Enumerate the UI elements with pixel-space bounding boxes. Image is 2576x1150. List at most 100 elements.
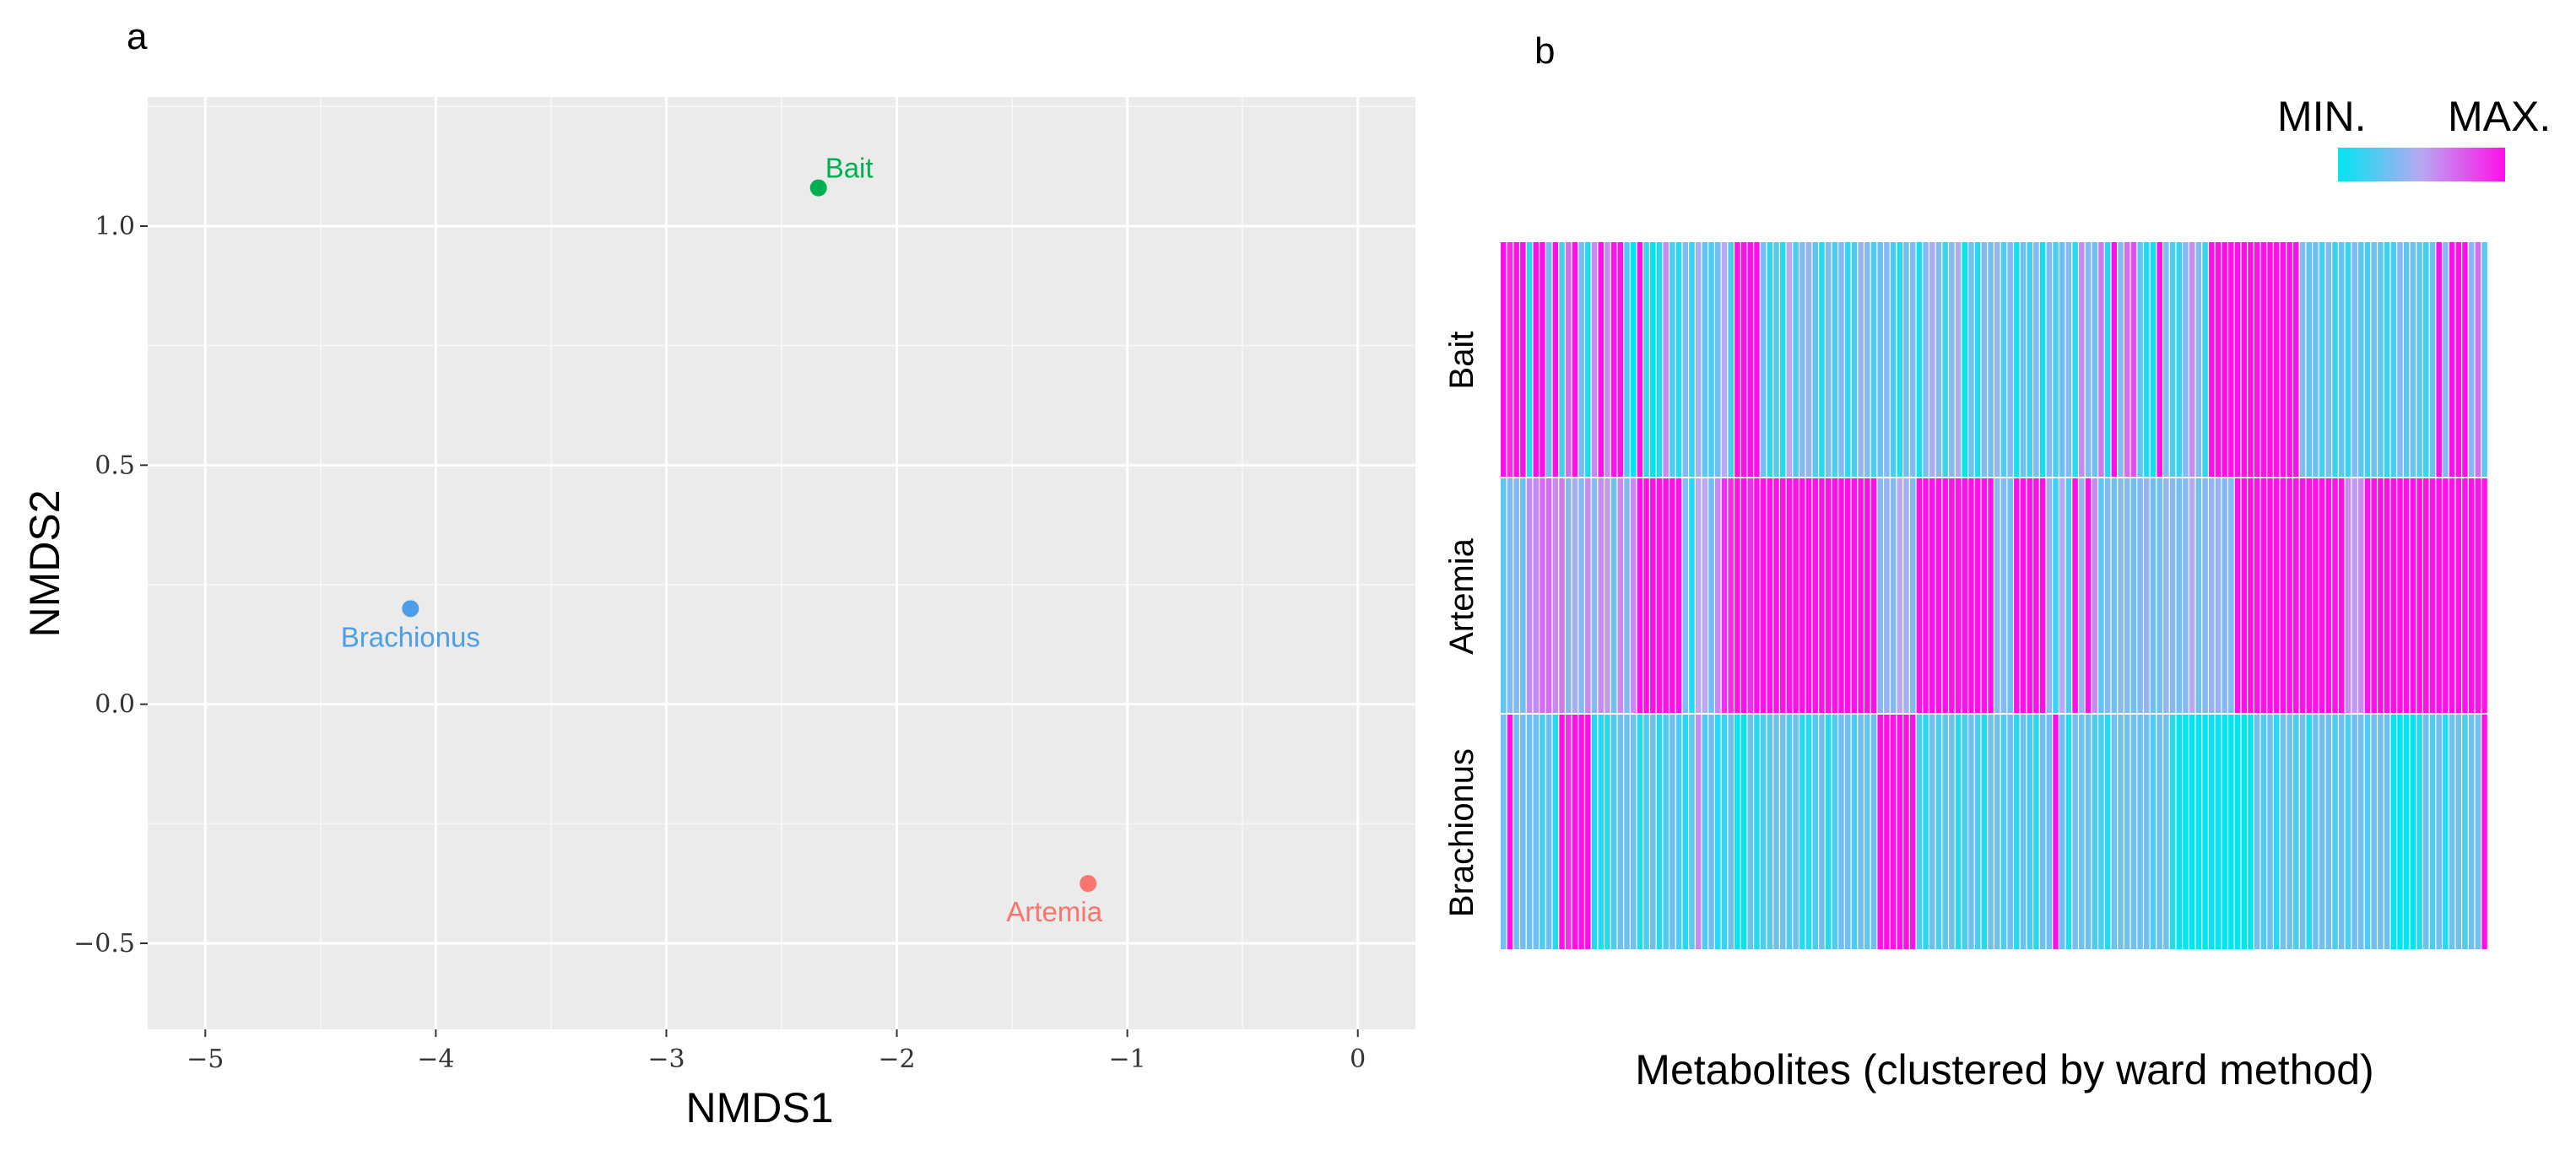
heatmap-cell (2280, 242, 2286, 477)
heatmap-cell (2215, 478, 2222, 713)
heatmap-cell (2475, 242, 2481, 477)
heatmap-cell (2260, 478, 2267, 713)
heatmap-cell (1805, 715, 1812, 949)
heatmap-cell (1689, 715, 1695, 949)
heatmap-cell (1760, 478, 1767, 713)
heatmap-cell (2130, 478, 2137, 713)
heatmap-cell (2319, 478, 2325, 713)
heatmap-cell (2059, 242, 2065, 477)
heatmap-cell (2267, 478, 2273, 713)
heatmap-cell (1663, 478, 1669, 713)
heatmap-cell (2241, 478, 2247, 713)
heatmap-cell (1552, 715, 1559, 949)
heatmap-cell (2410, 715, 2416, 949)
heatmap-cell (1689, 242, 1695, 477)
heatmap-cell (2358, 242, 2364, 477)
heatmap-cell (2351, 715, 2357, 949)
heatmap-cell (2293, 715, 2299, 949)
heatmap-cell (1779, 242, 1786, 477)
x-tick-label: 0 (1350, 1045, 1366, 1074)
heatmap-cell (1675, 715, 1682, 949)
heatmap-cell (2085, 478, 2092, 713)
heatmap-cell (2351, 478, 2357, 713)
heatmap-cell (2403, 478, 2410, 713)
heatmap-cell (1540, 478, 1545, 713)
heatmap-cell (1578, 715, 1584, 949)
heatmap-cell (2436, 242, 2442, 477)
heatmap-cell (2072, 715, 2078, 949)
heatmap-cell (2338, 478, 2345, 713)
heatmap-cell (2176, 478, 2183, 713)
heatmap-cell (1682, 478, 1689, 713)
heatmap-cell (2345, 242, 2351, 477)
heatmap-cell (1501, 715, 1507, 949)
legend-min-label: MIN. (2277, 93, 2367, 140)
heatmap-cell (1942, 715, 1948, 949)
heatmap-cell (2144, 715, 2150, 949)
heatmap-cell (1715, 715, 1721, 949)
heatmap-cell (2429, 715, 2436, 949)
heatmap-cell (1670, 242, 1675, 477)
heatmap-cell (2176, 242, 2183, 477)
heatmap-cell (1974, 478, 1981, 713)
heatmap-cell (2020, 478, 2027, 713)
heatmap-x-title: Metabolites (clustered by ward method) (1635, 1046, 2373, 1093)
y-tick-label: 1.0 (95, 212, 135, 241)
heatmap-cell (2260, 715, 2267, 949)
heatmap-cell (1916, 242, 1923, 477)
heatmap-cell (1890, 242, 1897, 477)
heatmap-cell (1721, 478, 1728, 713)
heatmap-cell (2313, 478, 2319, 713)
heatmap-cell (1909, 478, 1916, 713)
heatmap-cell (2241, 242, 2247, 477)
heatmap-cell (2065, 242, 2072, 477)
heatmap-cell (1988, 478, 1994, 713)
heatmap-cell (2384, 715, 2390, 949)
heatmap-cell (2358, 478, 2364, 713)
heatmap-cell (1624, 715, 1630, 949)
heatmap-cell (1572, 478, 1578, 713)
heatmap-cell (1767, 242, 1773, 477)
heatmap-cell (1825, 715, 1832, 949)
heatmap-cell (1610, 478, 1617, 713)
heatmap-cell (1974, 242, 1981, 477)
heatmap-cell (1799, 478, 1805, 713)
heatmap-cell (2306, 715, 2312, 949)
heatmap-cell (1962, 242, 1968, 477)
heatmap-cell (2313, 715, 2319, 949)
heatmap-cell (1858, 242, 1864, 477)
heatmap-cell (2299, 715, 2306, 949)
scatter-gridlines (148, 97, 1415, 1029)
heatmap-cell (2455, 715, 2462, 949)
heatmap-cell (2443, 478, 2449, 713)
heatmap-cell (1565, 478, 1572, 713)
heatmap-cell (2443, 242, 2449, 477)
heatmap-cell (1526, 242, 1533, 477)
heatmap-cell (2189, 242, 2195, 477)
heatmap-cell (1767, 478, 1773, 713)
heatmap-cell (2423, 242, 2429, 477)
heatmap-cell (1637, 478, 1643, 713)
heatmap-cell (1565, 715, 1572, 949)
heatmap-cell (2124, 478, 2130, 713)
heatmap-cell (1728, 242, 1734, 477)
heatmap-cell (2429, 242, 2436, 477)
heatmap-cell (2130, 715, 2137, 949)
heatmap-cell (2345, 478, 2351, 713)
heatmap-cell (2079, 478, 2085, 713)
heatmap-cell (1844, 242, 1851, 477)
heatmap-cell (2209, 478, 2215, 713)
heatmap-row-labels: Bait Artemia Brachionus (1443, 332, 1480, 918)
heatmap-cell (2390, 242, 2397, 477)
heatmap-cell (1903, 478, 1909, 713)
heatmap-cell (2183, 242, 2189, 477)
heatmap-cell (2299, 242, 2306, 477)
heatmap-cell (2195, 242, 2202, 477)
heatmap-cell (1916, 478, 1923, 713)
heatmap-cell (1903, 715, 1909, 949)
heatmap-cell (2325, 242, 2332, 477)
heatmap-cell (2364, 715, 2371, 949)
heatmap-cell (1799, 242, 1805, 477)
heatmap-cell (2397, 715, 2403, 949)
heatmap-cell (1942, 478, 1948, 713)
